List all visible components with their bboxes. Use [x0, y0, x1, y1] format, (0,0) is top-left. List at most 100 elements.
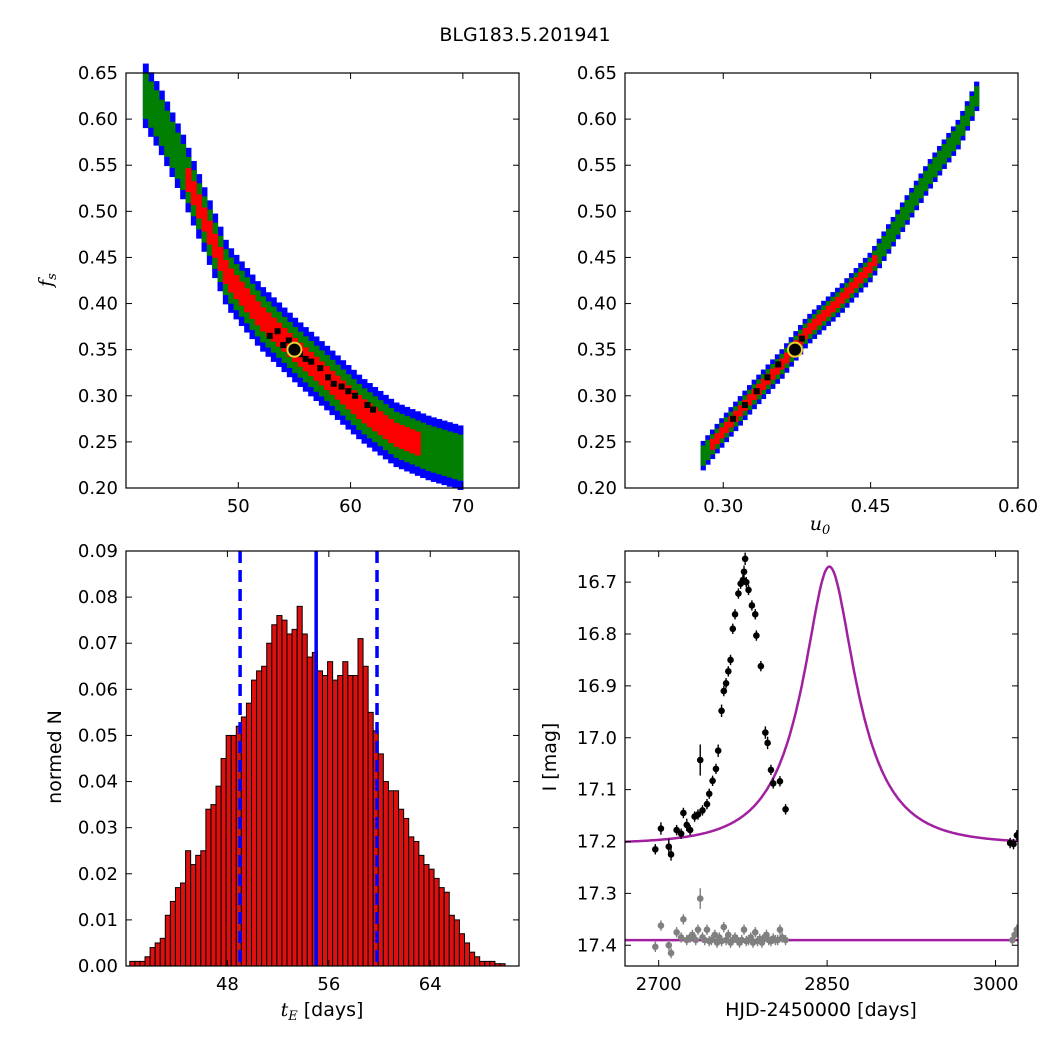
- hist-bar: [458, 933, 465, 967]
- hist-bar: [327, 661, 334, 967]
- lc-data-point: [767, 766, 775, 774]
- fs-u0-red-cell: [746, 394, 753, 406]
- lc-ytick-label: 17.2: [577, 832, 617, 853]
- fs-tE-black-cell: [338, 383, 345, 390]
- lc-data-point: [709, 777, 716, 785]
- fs-tE-ytick-label: 0.55: [78, 155, 118, 176]
- hist-bar: [443, 891, 450, 967]
- fs-tE-black-cell: [308, 358, 315, 365]
- hist-bar: [301, 633, 308, 967]
- lc-data-point: [673, 826, 680, 834]
- fs-tE-black-cell: [330, 380, 337, 387]
- lc-data-point: [740, 568, 748, 576]
- hist-bar: [245, 702, 253, 967]
- fs-tE-ytick-label: 0.50: [78, 201, 118, 222]
- fs-tE-black-cell: [274, 328, 281, 335]
- fs-u0-red-cell: [802, 328, 808, 340]
- fs-tE-green-cell: [457, 434, 464, 481]
- fs-tE-ytick-label: 0.45: [78, 247, 118, 268]
- fs-tE-red-cell: [345, 385, 352, 410]
- fs-u0-ytick-label: 0.25: [577, 432, 617, 453]
- fs-tE-red-cell: [212, 233, 219, 258]
- fs-u0-green-cell: [946, 137, 952, 158]
- fs-u0-red-cell: [751, 388, 757, 400]
- hist-bar: [382, 781, 389, 967]
- fs-u0-green-cell: [876, 243, 882, 264]
- fs-u0-green-cell: [918, 178, 924, 199]
- fs-u0-green-cell: [927, 163, 933, 184]
- fs-u0-black-cell: [764, 374, 771, 381]
- fs-u0-red-cell: [719, 427, 725, 439]
- lc-ytick-label: 17.3: [577, 883, 617, 904]
- fs-u0-green-cell: [964, 105, 971, 127]
- hist-bar: [215, 785, 222, 967]
- fs-u0-green-cell: [899, 207, 906, 228]
- hist-bar: [357, 638, 364, 967]
- fs-tE-black-cell: [285, 337, 292, 344]
- hist-bar: [387, 790, 394, 967]
- lc-x-axis-label: HJD-2450000 [days]: [725, 999, 917, 1021]
- lc-ytick-label: 17.1: [577, 780, 617, 801]
- fs-u0-green-cell: [941, 144, 947, 165]
- fs-u0-ytick-label: 0.45: [577, 247, 617, 268]
- hist-bar: [256, 670, 263, 967]
- lc-data-point: [652, 845, 659, 853]
- hist-bar: [474, 956, 481, 967]
- fs-u0-red-cell: [844, 287, 850, 299]
- fs-u0-red-cell: [867, 262, 873, 274]
- hist-bar: [367, 711, 374, 967]
- hist-bar: [164, 914, 171, 967]
- lc-residual-point: [708, 936, 715, 944]
- lc-plot-area: [625, 552, 1018, 959]
- fs-tE-green-cell: [158, 99, 165, 146]
- lc-residual-point: [652, 943, 659, 951]
- fs-u0-black-cell: [798, 335, 805, 342]
- lc-residual-point: [694, 926, 702, 933]
- lc-data-point: [748, 602, 756, 609]
- fs-tE-red-cell: [361, 399, 368, 424]
- fs-u0-green-cell: [909, 192, 915, 213]
- hist-bar: [438, 887, 445, 967]
- fs-u0-green-cell: [960, 115, 966, 136]
- hist-bar: [261, 665, 268, 967]
- fs-u0-black-cell: [741, 402, 748, 408]
- hist-bar: [129, 960, 136, 967]
- hist-bar: [240, 716, 247, 967]
- lc-data-point: [751, 610, 759, 618]
- lc-residual-point: [673, 928, 680, 936]
- fs-u0-green-cell: [700, 445, 706, 466]
- fs-tE-green-cell: [420, 422, 427, 469]
- hist-bar: [316, 670, 324, 967]
- lc-data-point: [731, 610, 739, 618]
- lc-residual-point: [657, 922, 665, 929]
- fs-u0-red-cell: [737, 405, 743, 417]
- lc-data-point: [699, 807, 706, 814]
- lc-data-point: [1010, 840, 1017, 848]
- fs-u0-red-cell: [807, 323, 813, 335]
- lc-data-point: [1013, 831, 1018, 839]
- fs-tE-green-cell: [148, 81, 155, 128]
- lc-residual-point: [665, 941, 673, 949]
- hist-bar: [479, 960, 486, 967]
- hist-bar: [469, 951, 476, 967]
- lc-data-point: [764, 739, 771, 747]
- lc-data-point: [657, 825, 665, 832]
- fs-u0-red-cell: [825, 305, 832, 317]
- panel-tE-histogram: 48 56 64 0.00 0.01 0.02 0.03 0.04 0.05 0.06 0.07 0.…: [78, 541, 520, 995]
- lc-data-point: [686, 826, 694, 834]
- fs-tE-frame: [125, 72, 520, 489]
- fs-u0-green-cell: [904, 199, 910, 221]
- lc-data-point: [782, 806, 789, 813]
- lc-residual-point: [677, 934, 685, 941]
- fs-tE-red-cell: [398, 425, 405, 449]
- fs-tE-red-cell: [334, 375, 341, 400]
- fs-u0-red-cell: [811, 318, 818, 330]
- fs-tE-red-cell: [366, 403, 373, 428]
- figure-suptitle: BLG183.5.201941: [439, 24, 610, 46]
- fs-tE-red-cell: [350, 390, 357, 415]
- fs-u0-green-cell: [974, 86, 980, 107]
- lc-ytick-label: 17.4: [577, 935, 617, 956]
- fs-u0-green-cell: [895, 214, 901, 235]
- fs-tE-best-fit-marker: [286, 341, 303, 358]
- fs-u0-ytick-label: 0.20: [577, 478, 617, 499]
